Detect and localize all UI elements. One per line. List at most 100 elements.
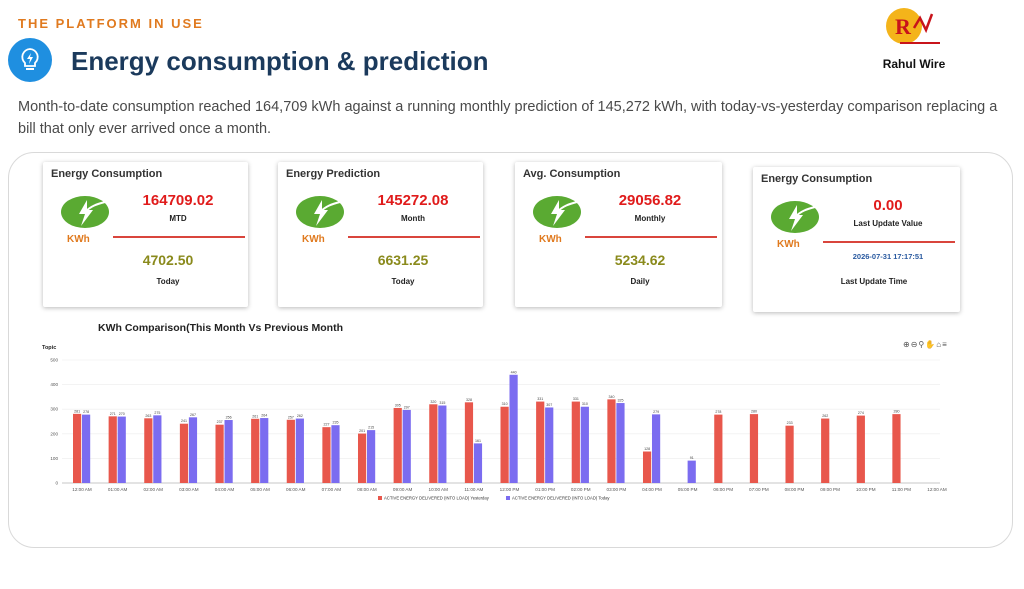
bar (295, 418, 304, 483)
month-label: Month (401, 214, 425, 223)
x-tick-label: 02:00 PM (571, 487, 591, 492)
bar-value-label: 261 (252, 414, 258, 418)
bar (473, 443, 483, 483)
bar (322, 427, 331, 483)
y-axis-label: Topic (42, 345, 56, 351)
x-tick-label: 01:00 PM (535, 487, 555, 492)
bar (357, 433, 367, 483)
bar-value-label: 331 (573, 397, 579, 401)
last-update-timestamp: 2026-07-31 17:17:51 (852, 252, 924, 261)
bar-value-label: 262 (297, 414, 303, 418)
bar-value-label: 262 (822, 414, 828, 418)
bar (144, 418, 153, 483)
legend-label: ACTIVE ENERGY DELIVERED (INTO LOAD) Yest… (384, 496, 490, 501)
card-title: Avg. Consumption (523, 168, 621, 180)
bar-value-label: 440 (511, 370, 517, 374)
energy-prediction-card: Energy Prediction KWh 145272.08 Month 66… (278, 162, 483, 307)
x-tick-label: 03:00 PM (607, 487, 627, 492)
mtd-label: MTD (169, 214, 187, 223)
bar (651, 414, 661, 483)
pan-icon[interactable]: ✋ (925, 340, 937, 349)
bar (73, 413, 82, 483)
bar (402, 409, 411, 483)
x-tick-label: 06:00 PM (713, 487, 733, 492)
last-value-label: Last Update Value (853, 219, 923, 228)
bar (821, 418, 830, 483)
x-tick-label: 07:00 AM (322, 487, 342, 492)
bar-value-label: 325 (617, 399, 623, 403)
bar-value-label: 281 (74, 409, 80, 413)
bar (224, 420, 233, 483)
bar-value-label: 201 (359, 429, 365, 433)
bar (687, 460, 696, 483)
y-tick-label: 400 (50, 382, 58, 387)
page-description: Month-to-date consumption reached 164,70… (18, 99, 998, 137)
bar-value-label: 237 (217, 420, 223, 424)
brand-name: Rahul Wire (882, 57, 946, 71)
x-tick-label: 06:00 AM (286, 487, 306, 492)
x-tick-label: 04:00 PM (642, 487, 662, 492)
x-tick-label: 08:00 PM (785, 487, 805, 492)
bar-value-label: 305 (395, 403, 401, 407)
bar-value-label: 279 (653, 410, 659, 414)
bar (366, 430, 376, 483)
card-title: Energy Prediction (286, 168, 381, 180)
bar (714, 414, 723, 483)
bar (607, 399, 616, 483)
bar-value-label: 161 (475, 439, 481, 443)
last-value: 0.00 (873, 197, 903, 214)
divider (113, 236, 245, 238)
bar-value-label: 310 (582, 402, 588, 406)
bar (856, 415, 865, 483)
bar (429, 404, 438, 483)
legend-label: ACTIVE ENERGY DELIVERED (INTO LOAD) Toda… (512, 496, 610, 501)
x-tick-label: 04:00 AM (215, 487, 235, 492)
bar-value-label: 315 (439, 401, 445, 405)
card-title: Energy Consumption (51, 168, 163, 180)
bar-value-label: 235 (332, 421, 338, 425)
leaf-bolt-icon (296, 196, 344, 228)
search-icon[interactable]: ⚲ (918, 340, 926, 349)
bar-value-label: 310 (502, 402, 508, 406)
bar-value-label: 320 (430, 400, 436, 404)
bar (82, 414, 91, 483)
x-tick-label: 05:00 AM (250, 487, 270, 492)
unit-label: KWh (302, 234, 325, 245)
legend-swatch (506, 496, 510, 500)
y-tick-label: 500 (50, 358, 58, 363)
menu-icon[interactable]: ≡ (942, 340, 948, 349)
today-label: Today (391, 277, 415, 286)
bar-value-label: 270 (119, 412, 125, 416)
bar (331, 425, 340, 483)
bar-value-label: 297 (404, 405, 410, 409)
bar (108, 416, 117, 483)
bar-value-label: 256 (226, 416, 232, 420)
zoom-in-icon[interactable]: ⊕ (903, 340, 911, 349)
bar-value-label: 307 (546, 403, 552, 407)
home-icon[interactable]: ⌂ (936, 340, 943, 349)
monthly-value: 29056.82 (618, 192, 682, 209)
x-tick-label: 12:00 PM (500, 487, 520, 492)
monthly-label: Monthly (634, 214, 666, 223)
x-tick-label: 11:00 PM (892, 487, 911, 492)
bar (393, 407, 402, 483)
bar-value-label: 275 (154, 411, 160, 415)
bar (500, 406, 509, 483)
x-tick-label: 02:00 AM (144, 487, 164, 492)
bar (616, 403, 625, 483)
bar (117, 416, 126, 483)
bar (536, 401, 545, 483)
bar (642, 451, 652, 483)
bar (580, 406, 589, 483)
zoom-out-icon[interactable]: ⊖ (910, 340, 919, 349)
x-tick-label: 11:00 AM (464, 487, 483, 492)
chart-toolbar[interactable]: ⊕⊖⚲✋⌂≡ (903, 340, 948, 349)
section-kicker: THE PLATFORM IN USE (18, 16, 204, 31)
x-tick-label: 07:00 PM (749, 487, 769, 492)
svg-text:R: R (895, 14, 912, 39)
x-tick-label: 08:00 AM (357, 487, 377, 492)
chart-title: KWh Comparison(This Month Vs Previous Mo… (98, 322, 343, 334)
divider (348, 236, 480, 238)
y-tick-label: 300 (50, 407, 58, 412)
